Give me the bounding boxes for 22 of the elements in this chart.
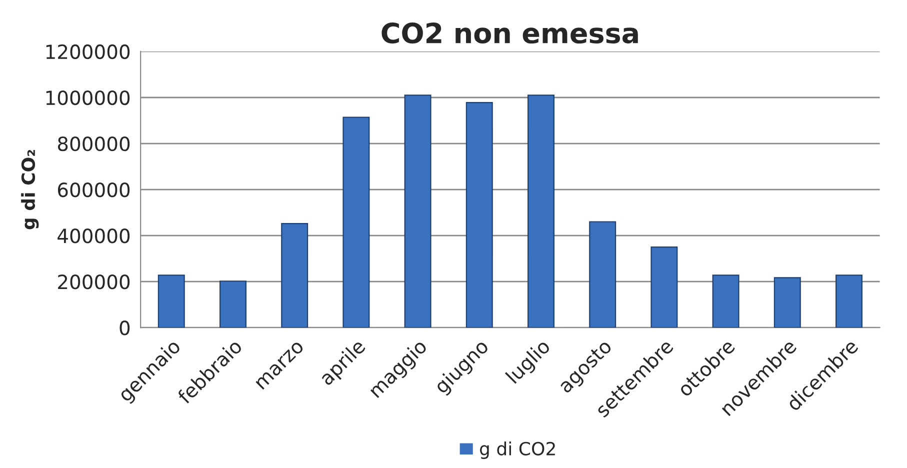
bar (158, 274, 185, 328)
y-tick-label: 0 (120, 320, 130, 336)
bar (712, 274, 740, 328)
bar (404, 94, 432, 328)
y-tick-label: 200000 (58, 274, 130, 290)
y-tick-label: 400000 (58, 228, 130, 244)
y-tick-label: 1000000 (46, 90, 130, 106)
bar (650, 246, 678, 328)
bar (774, 277, 801, 328)
chart-title: CO2 non emessa (382, 22, 638, 44)
y-tick-label: 1200000 (46, 44, 130, 60)
y-tick-label: 800000 (58, 136, 130, 152)
y-axis-title: g di CO₂ (21, 150, 39, 230)
bar (466, 102, 493, 328)
bar (836, 274, 862, 328)
y-tick-label: 600000 (58, 182, 130, 198)
bar (281, 223, 308, 328)
bar (219, 280, 246, 328)
legend-label: g di CO2 (480, 442, 555, 459)
bar (589, 221, 616, 328)
bar (527, 94, 554, 328)
bar (342, 116, 370, 328)
